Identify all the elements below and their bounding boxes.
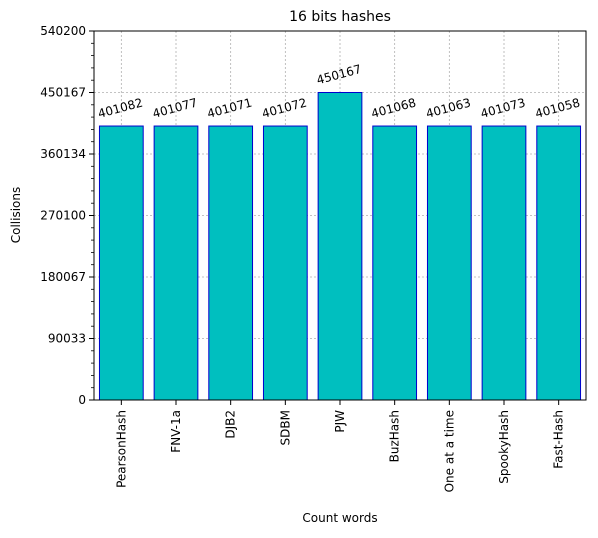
x-tick-label: DJB2: [224, 410, 238, 439]
y-axis-label: Collisions: [9, 187, 23, 244]
bars: [98, 91, 582, 401]
bar: [317, 91, 363, 401]
data-label: 401073: [479, 95, 527, 120]
chart-title: 16 bits hashes: [289, 9, 391, 25]
bar: [98, 125, 144, 401]
plot-frame: [93, 30, 587, 401]
bar: [372, 125, 418, 401]
data-label: 401082: [96, 95, 144, 120]
x-tick-label: Fast-Hash: [552, 410, 566, 469]
x-tick-label: One at a time: [442, 410, 456, 492]
y-tick-label: 180067: [40, 270, 86, 284]
bar: [426, 125, 472, 401]
y-tick-label: 450167: [40, 85, 86, 99]
y-tick-label: 540200: [40, 24, 86, 38]
x-tick-label: BuzHash: [388, 410, 402, 462]
data-label: 401077: [151, 95, 199, 120]
bar: [262, 125, 308, 401]
bar: [481, 125, 527, 401]
y-tick-label: 0: [78, 393, 86, 407]
data-label: 401072: [260, 95, 308, 120]
y-tick-label: 270100: [40, 209, 86, 223]
bar: [208, 125, 254, 401]
x-axis-label: Count words: [302, 511, 377, 525]
x-tick-label: PearsonHash: [114, 410, 128, 488]
x-tick-label: SDBM: [278, 410, 292, 445]
data-label: 401071: [206, 95, 254, 120]
y-tick-label: 360134: [40, 147, 86, 161]
x-tick-label: SpookyHash: [497, 410, 511, 484]
y-tick-label: 90033: [48, 332, 86, 346]
data-label: 450167: [315, 62, 363, 87]
data-label: 401063: [424, 95, 472, 120]
x-tick-label: PJW: [333, 410, 347, 433]
axis-ticks: 0 90033 180067 270100 360134 450167 540200 Pear…: [40, 24, 565, 492]
data-label: 401068: [370, 95, 418, 120]
bar: [153, 125, 199, 401]
bar: [536, 125, 582, 401]
data-label: 401058: [534, 95, 582, 120]
x-tick-label: FNV-1a: [169, 410, 183, 453]
